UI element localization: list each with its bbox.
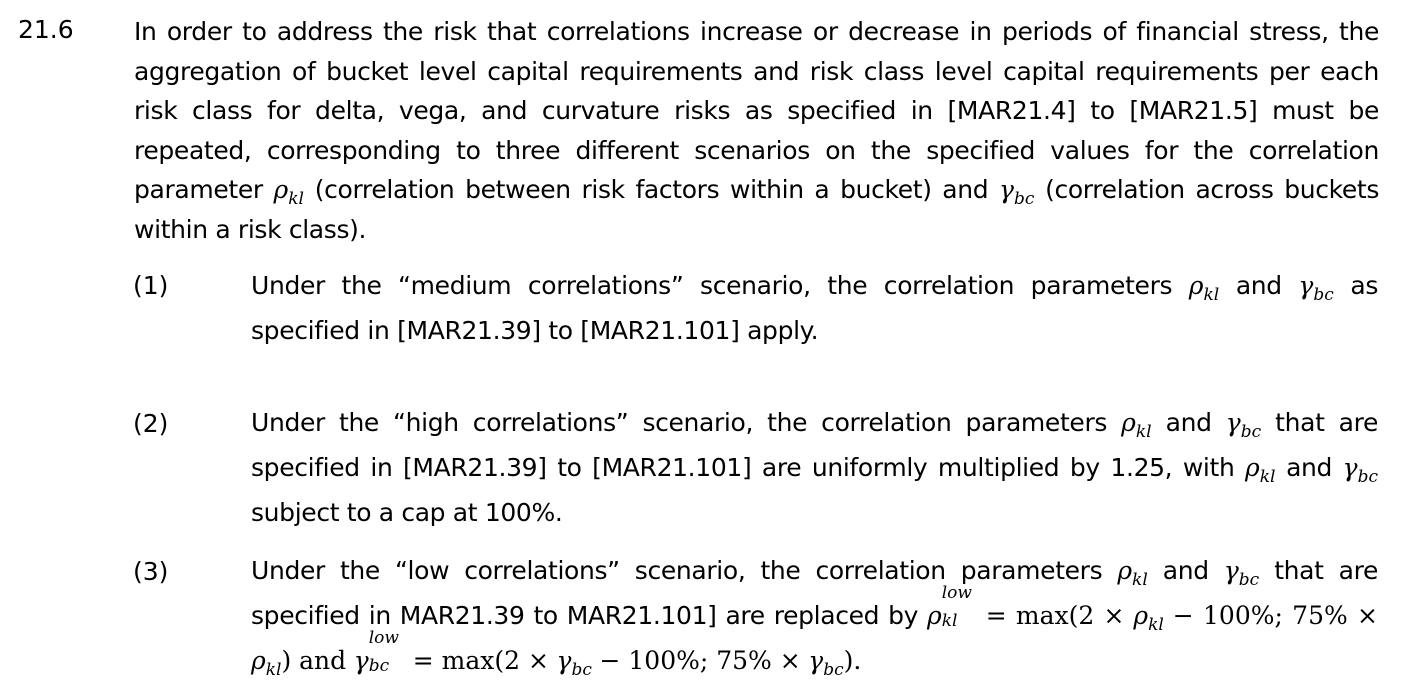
- list-item-number: (1): [133, 271, 169, 300]
- rho-kl-symbol: ρkl: [1133, 601, 1164, 635]
- list-item-text: Under the “high correlations” scenario, …: [251, 408, 1378, 527]
- list-item-number: (3): [133, 557, 169, 586]
- paragraph-text: In order to address the risk that correl…: [134, 12, 1379, 249]
- list-item-number: (2): [133, 409, 169, 438]
- paragraph-number: 21.6: [18, 15, 74, 44]
- rho-kl-symbol: ρkl: [1245, 453, 1276, 487]
- list-item-text: Under the “low correlations” scenario, t…: [251, 548, 1378, 683]
- paragraph-text-part-3: (correlation across buckets within a ris…: [134, 175, 1379, 244]
- rho-kl-low-symbol: ρ low kl: [927, 583, 972, 631]
- rho-kl-symbol: ρkl: [273, 175, 304, 209]
- list-item-text: Under the “medium correlations” scenario…: [251, 271, 1379, 345]
- gamma-bc-symbol: γbc: [1223, 556, 1260, 590]
- gamma-bc-symbol: γbc: [556, 646, 592, 680]
- paragraph-text-part-2: (correlation between risk factors within…: [314, 175, 989, 204]
- gamma-bc-low-symbol: γ low bc: [353, 628, 399, 676]
- rho-kl-symbol: ρkl: [1117, 556, 1148, 590]
- gamma-bc-symbol: γbc: [1342, 453, 1378, 487]
- gamma-bc-symbol: γbc: [1298, 271, 1334, 305]
- rho-kl-symbol: ρkl: [1121, 408, 1152, 442]
- rho-kl-symbol: ρkl: [251, 646, 282, 680]
- paragraph-text-part-1: In order to address the risk that correl…: [134, 17, 1379, 204]
- gamma-bc-symbol: γbc: [999, 175, 1035, 209]
- rho-kl-symbol: ρkl: [1188, 271, 1220, 305]
- gamma-bc-symbol: γbc: [1225, 408, 1262, 442]
- gamma-bc-symbol: γbc: [808, 646, 844, 680]
